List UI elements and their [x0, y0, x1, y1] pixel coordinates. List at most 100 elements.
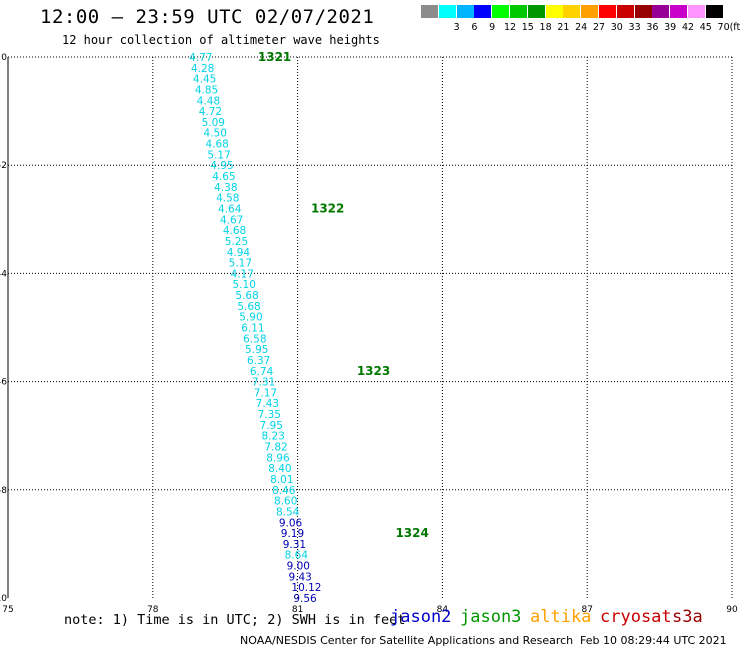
scale-label: 3: [453, 22, 460, 33]
wave-height-point: 4.94: [227, 247, 251, 259]
scale-label: 18: [539, 22, 552, 33]
scale-swatch: [492, 5, 510, 18]
wave-height-point: 9.43: [288, 571, 311, 583]
scale-label: 39: [664, 22, 677, 33]
scale-swatch: [474, 5, 492, 18]
wave-height-point: 4.95: [210, 160, 233, 172]
scale-label: 12: [503, 22, 517, 33]
wave-height-point: 4.45: [193, 74, 216, 86]
wave-height-point: 7.31: [252, 377, 275, 389]
scale-label: 24: [575, 22, 588, 33]
wave-height-point: 9.31: [283, 539, 306, 551]
x-tick-label: 90: [726, 605, 738, 615]
wave-height-point: 7.82: [264, 442, 287, 454]
wave-height-point: 7.35: [258, 409, 281, 421]
wave-height-point: 7.17: [254, 387, 277, 399]
wave-height-point: 6.11: [241, 323, 264, 335]
scale-swatch: [545, 5, 563, 18]
scale-unit-label: (ft): [729, 22, 740, 33]
pass-number-label: 1322: [311, 201, 344, 215]
y-tick-label: -10: [0, 594, 7, 604]
wave-height-point: 8.96: [266, 452, 290, 464]
y-tick-label: 0: [1, 53, 7, 63]
wave-height-point: 4.67: [220, 214, 243, 226]
wave-height-point: 4.68: [223, 225, 246, 237]
wave-height-point: 9.19: [281, 528, 304, 540]
y-tick-label: -2: [0, 161, 7, 171]
scale-swatch: [438, 5, 456, 18]
wave-height-point: 6.37: [247, 355, 270, 367]
wave-height-point: 4.28: [191, 63, 214, 75]
satellite-label-cryosat: cryosat: [600, 607, 672, 627]
wave-height-point: 4.17: [231, 268, 254, 280]
wave-height-point: 5.68: [237, 301, 260, 313]
chart-subtitle: 12 hour collection of altimeter wave hei…: [62, 33, 380, 47]
wave-height-point: 8.60: [274, 496, 297, 508]
wave-height-point: 5.95: [245, 344, 268, 356]
wave-height-point: 5.90: [239, 312, 262, 324]
scale-swatch: [688, 5, 705, 18]
wave-height-point: 9.06: [279, 517, 303, 529]
wave-height-point: 4.85: [195, 84, 218, 96]
scale-swatch: [705, 5, 723, 18]
wave-height-point: 8.40: [268, 463, 291, 475]
scale-swatch: [616, 5, 634, 18]
wave-height-point: 6.58: [243, 333, 266, 345]
y-tick-label: -8: [0, 486, 7, 496]
wave-height-point: 4.58: [216, 193, 239, 205]
x-tick-label: 87: [581, 605, 592, 615]
wave-height-point: 5.09: [202, 117, 225, 129]
scale-label: 21: [557, 22, 570, 33]
scale-label: 36: [646, 22, 659, 33]
wave-height-point: 4.72: [199, 106, 222, 118]
x-tick-label: 75: [2, 605, 13, 615]
pass-number-label: 1324: [395, 526, 428, 540]
scale-swatch: [599, 5, 616, 18]
wave-height-point: 8.23: [261, 431, 284, 443]
satellite-label-s3a: s3a: [672, 607, 703, 627]
scale-swatch: [670, 5, 688, 18]
scale-swatch: [634, 5, 652, 18]
wave-height-point: 7.95: [260, 420, 283, 432]
scale-label: 42: [681, 22, 695, 33]
scale-swatch: [456, 5, 474, 18]
wave-height-point: 9.56: [293, 593, 317, 605]
units-note: note: 1) Time is in UTC; 2) SWH is in fe…: [64, 612, 406, 628]
satellite-label-jason2: jason2: [390, 607, 452, 627]
scale-label: 45: [699, 22, 712, 33]
scale-label: 15: [521, 22, 534, 33]
wave-height-point: 4.38: [214, 182, 237, 194]
wave-height-point: 8.64: [285, 550, 309, 562]
pass-number-label: 1323: [357, 364, 390, 378]
scale-label: 27: [592, 22, 606, 33]
wave-height-point: 8.01: [270, 474, 293, 486]
scale-swatch: [527, 5, 545, 18]
scale-label: 9: [489, 22, 496, 33]
wave-height-point: 4.50: [204, 128, 227, 140]
scale-swatch: [652, 5, 670, 18]
footer-credit: NOAA/NESDIS Center for Satellite Applica…: [240, 634, 574, 647]
x-tick-label: 81: [292, 605, 303, 615]
wave-height-point: 6.74: [250, 366, 274, 378]
wave-height-point: 8.46: [272, 485, 296, 497]
wave-height-point: 4.77: [189, 52, 212, 64]
wave-height-point: 4.65: [212, 171, 235, 183]
scale-swatch: [421, 5, 438, 18]
wave-height-point: 5.10: [233, 279, 256, 291]
x-tick-label: 84: [437, 605, 449, 615]
scale-label: 70: [717, 22, 730, 33]
scale-label: 6: [471, 22, 478, 33]
wave-height-point: 5.25: [225, 236, 248, 248]
x-tick-label: 78: [147, 605, 159, 615]
chart-title: 12:00 – 23:59 UTC 02/07/2021: [40, 6, 375, 28]
y-tick-label: -6: [0, 378, 7, 388]
scale-swatch: [581, 5, 599, 18]
y-tick-label: -4: [0, 269, 7, 279]
scale-label: 33: [628, 22, 641, 33]
wave-height-point: 4.48: [197, 95, 220, 107]
wave-height-point: 5.17: [207, 149, 230, 161]
scale-swatch: [563, 5, 581, 18]
wave-height-point: 8.54: [276, 506, 300, 518]
satellite-label-altika: altika: [530, 607, 592, 627]
